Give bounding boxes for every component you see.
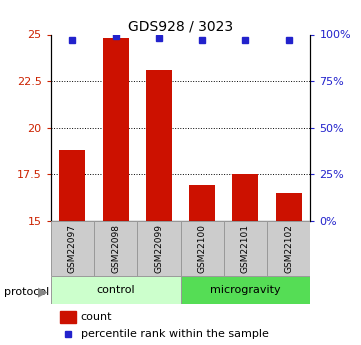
Text: GSM22102: GSM22102: [284, 224, 293, 273]
Bar: [51, 221, 94, 276]
Bar: [94, 221, 137, 276]
Text: ▶: ▶: [38, 285, 47, 298]
Bar: [59, 150, 85, 221]
Text: GSM22099: GSM22099: [155, 224, 163, 273]
Text: percentile rank within the sample: percentile rank within the sample: [81, 329, 269, 339]
Bar: [180, 221, 224, 276]
Bar: [267, 221, 310, 276]
Bar: [60, 310, 76, 323]
Text: GSM22101: GSM22101: [241, 224, 250, 273]
Bar: [103, 38, 129, 221]
Bar: [224, 221, 267, 276]
Bar: [180, 276, 310, 304]
Text: GSM22100: GSM22100: [198, 224, 206, 273]
Bar: [137, 221, 180, 276]
Title: GDS928 / 3023: GDS928 / 3023: [128, 19, 233, 33]
Bar: [51, 276, 180, 304]
Text: count: count: [81, 312, 112, 322]
Bar: [276, 193, 302, 221]
Text: protocol: protocol: [4, 287, 49, 296]
Text: microgravity: microgravity: [210, 285, 281, 295]
Text: GSM22098: GSM22098: [111, 224, 120, 273]
Bar: [146, 70, 172, 221]
Text: GSM22097: GSM22097: [68, 224, 77, 273]
Bar: [232, 174, 258, 221]
Text: control: control: [96, 285, 135, 295]
Bar: [189, 185, 215, 221]
